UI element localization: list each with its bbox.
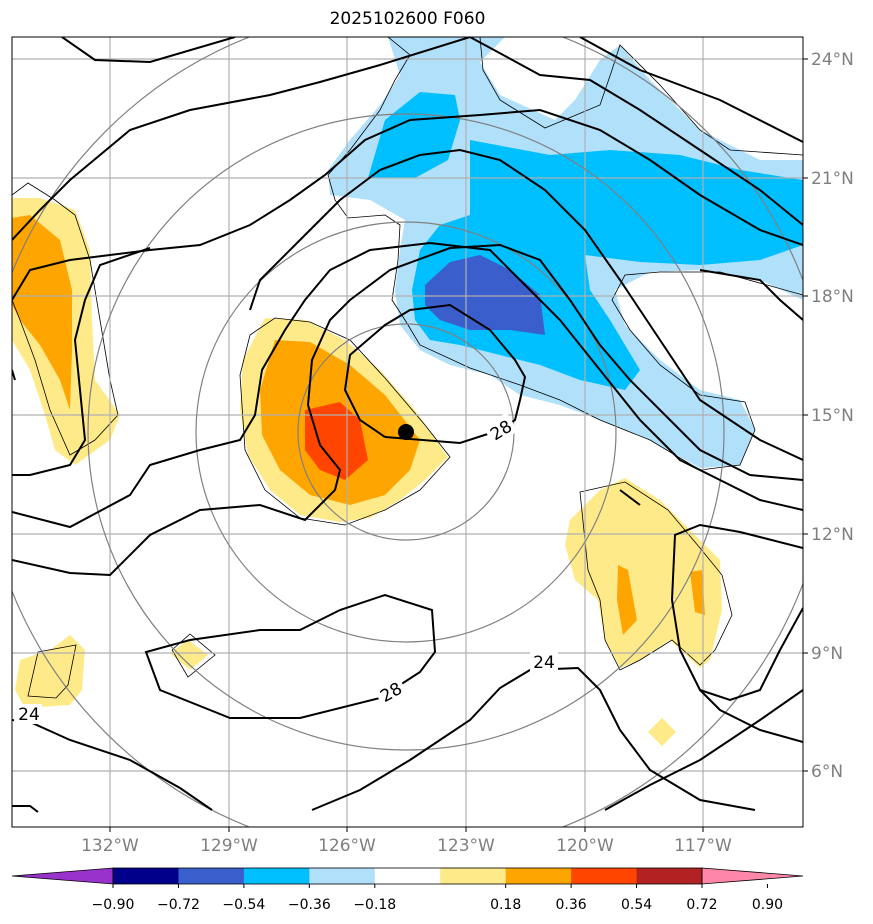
colorbar-cell <box>636 868 703 884</box>
red-region-storm <box>305 402 368 480</box>
lat-label-15n: 15°N <box>811 406 854 426</box>
lat-label-6n: 6°N <box>811 762 843 782</box>
colorbar-extend-low <box>11 867 114 885</box>
lon-label-123w: 123°W <box>437 836 495 856</box>
shading-negative <box>328 37 803 468</box>
map-plot-area <box>12 37 803 827</box>
yellow-region-tiny <box>648 718 676 746</box>
colorbar-tick-label: −0.18 <box>353 897 396 913</box>
colorbar-cell <box>571 868 638 884</box>
distance-rings <box>12 37 803 827</box>
colorbar-tick-label: 0.54 <box>621 897 652 913</box>
lat-label-21n: 21°N <box>811 169 854 189</box>
colorbar-tick-label: −0.90 <box>92 897 135 913</box>
lon-label-117w: 117°W <box>674 836 732 856</box>
lat-label-24n: 24°N <box>811 50 854 70</box>
colorbar-cell <box>440 868 507 884</box>
colorbar-extend-high <box>701 867 804 885</box>
colorbar-frame <box>112 867 703 885</box>
storm-center-marker <box>398 424 414 440</box>
yellow-region-small <box>170 640 208 670</box>
map-title: 2025102600 F060 <box>329 9 486 29</box>
lat-label-9n: 9°N <box>811 644 843 664</box>
colorbar-cell <box>243 868 310 884</box>
lat-label-12n: 12°N <box>811 525 854 545</box>
colorbar-tick-label: 0.18 <box>490 897 521 913</box>
lat-labels: 24°N 21°N 18°N 15°N 12°N 9°N 6°N <box>803 50 854 782</box>
yellow-region-east <box>565 478 722 668</box>
contour-label-24-a: 24 <box>533 653 555 673</box>
colorbar-tick-label: −0.54 <box>222 897 265 913</box>
colorbar-cell <box>113 868 179 884</box>
shading-positive <box>12 198 722 746</box>
colorbar-tick-label: 0.72 <box>686 897 717 913</box>
orange-region-east-2 <box>690 570 705 615</box>
thin-contours <box>12 37 803 699</box>
cyan-region-north <box>368 92 460 178</box>
colorbar-tick-label: 0.90 <box>752 897 783 913</box>
contour-label-24-b: 24 <box>18 705 40 725</box>
orange-region-east-1 <box>617 565 637 635</box>
colorbar-cell <box>309 868 376 884</box>
lon-label-126w: 126°W <box>318 836 376 856</box>
lon-labels: 132°W 129°W 126°W 123°W 120°W 117°W <box>81 827 732 856</box>
colorbar-tick-label: 0.36 <box>556 897 587 913</box>
colorbar-cell <box>505 868 572 884</box>
thick-contours <box>12 37 803 813</box>
lat-label-18n: 18°N <box>811 287 854 307</box>
colorbar: −0.90 −0.72 −0.54 −0.36 −0.18 0.18 0.36 0.54 0.7… <box>11 867 804 913</box>
colorbar-cell <box>374 868 441 884</box>
colorbar-cell <box>178 868 245 884</box>
lon-label-120w: 120°W <box>556 836 614 856</box>
lon-label-132w: 132°W <box>81 836 139 856</box>
contour-labels: 28 28 24 24 <box>14 412 558 725</box>
colorbar-tick-label: −0.72 <box>157 897 200 913</box>
lon-label-129w: 129°W <box>200 836 258 856</box>
map-frame <box>11 36 804 828</box>
colorbar-tick-label: −0.36 <box>288 897 331 913</box>
